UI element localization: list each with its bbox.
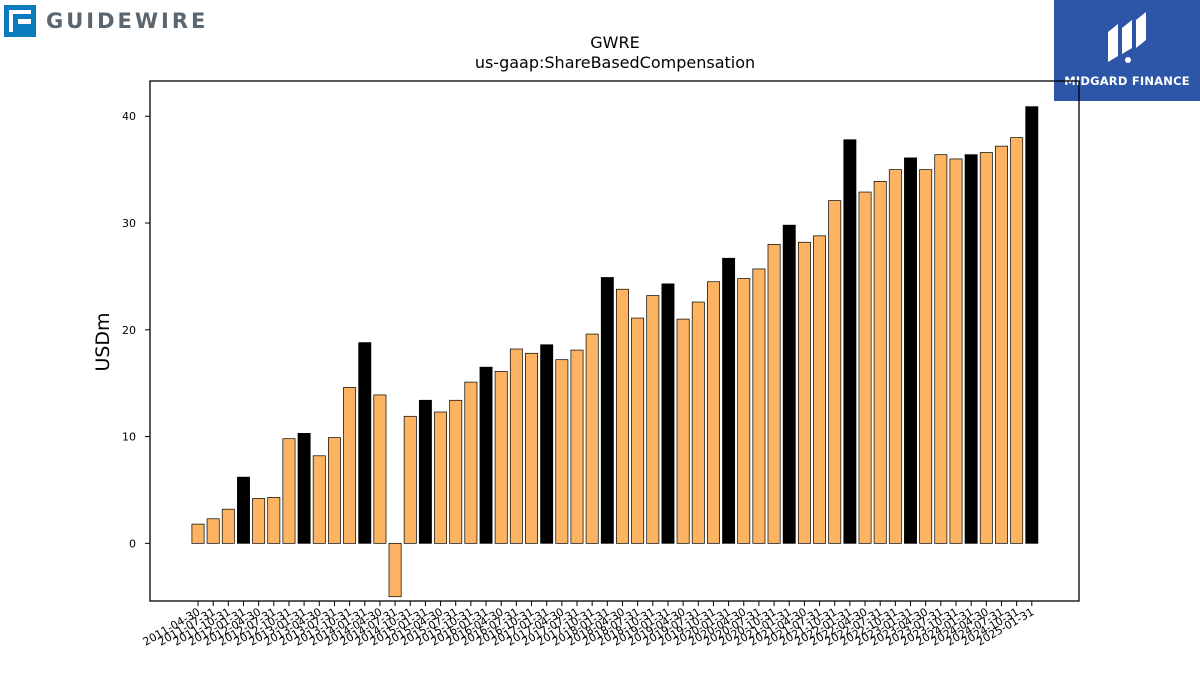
chart-title: GWRE bbox=[590, 33, 639, 52]
bar-2023-04-30 bbox=[919, 169, 933, 544]
bar-2025-01-31 bbox=[1025, 106, 1039, 544]
plot-frame bbox=[149, 80, 1080, 602]
y-axis: 0 10 20 30 40 bbox=[122, 110, 150, 550]
bar-2020-10-31 bbox=[767, 244, 781, 544]
x-axis: 2011-04-302011-07-312011-10-312012-01-31… bbox=[141, 601, 1036, 649]
bar-2016-10-31 bbox=[525, 352, 538, 544]
bar-2023-07-31 bbox=[934, 154, 948, 544]
bar-2018-04-30 bbox=[616, 288, 629, 544]
bar-2015-01-31 bbox=[418, 399, 432, 544]
bar-2012-10-31 bbox=[282, 438, 296, 544]
bar-2024-10-31 bbox=[1010, 137, 1024, 544]
bar-2018-07-31 bbox=[631, 317, 645, 544]
bar-2022-04-30 bbox=[858, 191, 872, 544]
bar-2019-10-31 bbox=[706, 281, 720, 544]
bar-2011-04-30 bbox=[191, 523, 205, 544]
bar-2017-04-30 bbox=[555, 359, 569, 544]
bar-2016-04-30 bbox=[494, 371, 508, 544]
midgard-logo-text: MIDGARD FINANCE bbox=[1064, 74, 1190, 88]
bar-2018-10-31 bbox=[646, 295, 660, 544]
bar-2014-04-30 bbox=[373, 394, 387, 544]
bar-2012-01-31 bbox=[237, 476, 250, 544]
bar-2021-07-31 bbox=[813, 235, 827, 544]
bar-2014-07-31 bbox=[388, 542, 402, 598]
guidewire-logo-text: GUIDEWIRE bbox=[46, 9, 209, 33]
bar-2021-04-30 bbox=[797, 241, 811, 544]
bar-2021-01-31 bbox=[782, 224, 796, 544]
bar-2018-01-31 bbox=[600, 277, 614, 544]
bar-2013-04-30 bbox=[312, 455, 326, 544]
bar-2015-07-31 bbox=[449, 399, 463, 544]
bar-2017-10-31 bbox=[585, 333, 599, 544]
bar-2014-01-31 bbox=[358, 342, 372, 544]
guidewire-logo: GUIDEWIRE bbox=[4, 4, 208, 38]
bar-2014-10-31 bbox=[403, 415, 417, 544]
bar-2016-07-31 bbox=[509, 348, 523, 544]
bar-2019-01-31 bbox=[661, 283, 675, 544]
y-tick-label: 30 bbox=[122, 217, 136, 230]
bar-2024-07-31 bbox=[995, 145, 1008, 544]
midgard-logo-icon bbox=[1108, 12, 1146, 63]
bar-2022-01-31 bbox=[843, 139, 857, 544]
bar-2017-07-31 bbox=[570, 349, 584, 544]
bar-2020-04-30 bbox=[737, 278, 751, 544]
guidewire-logo-icon bbox=[4, 5, 36, 37]
bar-2012-07-31 bbox=[267, 497, 281, 544]
y-tick-label: 20 bbox=[122, 324, 136, 337]
bar-2023-01-31 bbox=[904, 157, 917, 544]
bars-layer bbox=[191, 106, 1039, 598]
bar-2015-10-31 bbox=[464, 381, 478, 544]
y-tick-label: 0 bbox=[129, 537, 136, 550]
bar-2022-07-31 bbox=[873, 181, 887, 544]
bar-2015-04-30 bbox=[434, 411, 448, 544]
bar-2017-01-31 bbox=[540, 344, 554, 544]
bar-2019-04-30 bbox=[676, 318, 690, 544]
bar-2012-04-30 bbox=[252, 498, 266, 544]
bar-2013-07-31 bbox=[327, 437, 341, 544]
y-tick-label: 10 bbox=[122, 431, 136, 444]
bar-2019-07-31 bbox=[691, 301, 705, 544]
bar-2024-01-31 bbox=[964, 154, 978, 544]
bar-2021-10-31 bbox=[828, 200, 842, 544]
bar-2013-10-31 bbox=[343, 387, 357, 544]
y-axis-label: USDm bbox=[92, 312, 114, 371]
bar-2024-04-30 bbox=[979, 152, 993, 544]
y-tick-label: 40 bbox=[122, 110, 136, 123]
bar-2011-07-31 bbox=[206, 518, 220, 544]
bar-2011-10-31 bbox=[221, 508, 235, 544]
midgard-finance-logo: MIDGARD FINANCE bbox=[1054, 0, 1200, 101]
bar-2022-10-31 bbox=[888, 169, 902, 544]
bar-2013-01-31 bbox=[297, 433, 311, 544]
bar-2016-01-31 bbox=[479, 366, 493, 544]
bar-2023-10-31 bbox=[949, 158, 963, 544]
bar-2020-07-31 bbox=[752, 268, 766, 544]
chart-subtitle: us-gaap:ShareBasedCompensation bbox=[475, 53, 755, 72]
bar-2020-01-31 bbox=[722, 257, 736, 544]
